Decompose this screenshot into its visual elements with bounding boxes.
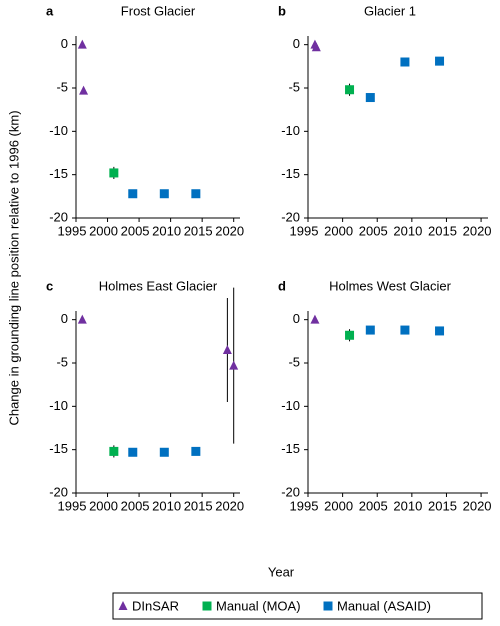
legend-marker: [323, 601, 333, 611]
x-tick-label: 2005: [359, 498, 388, 513]
x-tick-label: 2000: [89, 223, 118, 238]
legend-box: [112, 592, 483, 620]
data-point: [365, 325, 375, 335]
x-tick-label: 2000: [324, 223, 353, 238]
x-axis-label: Year: [268, 564, 295, 579]
y-tick-label: -15: [49, 166, 68, 181]
x-tick-label: 2020: [463, 498, 492, 513]
y-axis-label: Change in grounding line position relati…: [6, 110, 21, 425]
panel-title: Frost Glacier: [121, 3, 196, 18]
y-tick-label: -20: [281, 484, 300, 499]
data-point: [310, 314, 320, 324]
x-tick-label: 1995: [290, 223, 319, 238]
x-tick-label: 2005: [121, 498, 150, 513]
panel-title: Holmes West Glacier: [329, 278, 452, 293]
y-tick-label: 0: [293, 311, 300, 326]
legend-label: Manual (ASAID): [337, 598, 431, 613]
y-tick-label: -20: [49, 209, 68, 224]
data-point: [159, 447, 169, 457]
data-point: [109, 446, 119, 456]
x-tick-label: 2020: [463, 223, 492, 238]
data-point: [229, 360, 239, 370]
panel-title: Glacier 1: [364, 3, 416, 18]
y-tick-label: -5: [56, 79, 68, 94]
x-tick-label: 2015: [428, 498, 457, 513]
data-point: [79, 85, 89, 95]
y-tick-label: -15: [281, 441, 300, 456]
data-point: [191, 189, 201, 199]
data-point: [159, 189, 169, 199]
panel-letter: a: [46, 3, 54, 18]
y-tick-label: 0: [61, 36, 68, 51]
data-point: [109, 168, 119, 178]
y-tick-label: -10: [281, 398, 300, 413]
x-tick-label: 2010: [152, 498, 181, 513]
data-point: [400, 57, 410, 67]
legend-marker: [202, 601, 212, 611]
data-point: [400, 325, 410, 335]
x-tick-label: 2000: [324, 498, 353, 513]
x-tick-label: 2000: [89, 498, 118, 513]
x-tick-label: 2010: [152, 223, 181, 238]
x-tick-label: 2015: [184, 223, 213, 238]
x-tick-label: 2020: [215, 223, 244, 238]
data-point: [365, 93, 375, 103]
x-tick-label: 2010: [393, 498, 422, 513]
data-point: [311, 42, 321, 52]
data-point: [191, 446, 201, 456]
data-point: [128, 447, 138, 457]
data-point: [222, 345, 232, 354]
y-tick-label: -15: [281, 166, 300, 181]
panel-letter: b: [278, 3, 286, 18]
legend-label: DInSAR: [132, 598, 179, 613]
x-tick-label: 2015: [428, 223, 457, 238]
y-tick-label: -10: [49, 123, 68, 138]
y-tick-label: -5: [288, 79, 300, 94]
data-point: [435, 56, 445, 66]
x-tick-label: 2010: [393, 223, 422, 238]
y-tick-label: -20: [49, 484, 68, 499]
panel-letter: d: [278, 278, 286, 293]
data-point: [345, 330, 355, 340]
y-tick-label: -10: [49, 398, 68, 413]
data-point: [77, 314, 87, 324]
data-point: [77, 39, 87, 49]
x-tick-label: 2015: [184, 498, 213, 513]
x-tick-label: 1995: [58, 223, 87, 238]
y-tick-label: -15: [49, 441, 68, 456]
y-tick-label: 0: [293, 36, 300, 51]
data-point: [345, 85, 355, 95]
panel-title: Holmes East Glacier: [99, 278, 218, 293]
y-tick-label: -20: [281, 209, 300, 224]
x-tick-label: 2020: [215, 498, 244, 513]
legend-label: Manual (MOA): [216, 598, 301, 613]
y-tick-label: 0: [61, 311, 68, 326]
panel-letter: c: [46, 278, 53, 293]
x-tick-label: 1995: [290, 498, 319, 513]
y-tick-label: -5: [288, 354, 300, 369]
y-tick-label: -5: [56, 354, 68, 369]
data-point: [128, 189, 138, 199]
x-tick-label: 2005: [121, 223, 150, 238]
y-tick-label: -10: [281, 123, 300, 138]
data-point: [435, 326, 445, 336]
legend-marker: [118, 601, 128, 610]
x-tick-label: 1995: [58, 498, 87, 513]
x-tick-label: 2005: [359, 223, 388, 238]
